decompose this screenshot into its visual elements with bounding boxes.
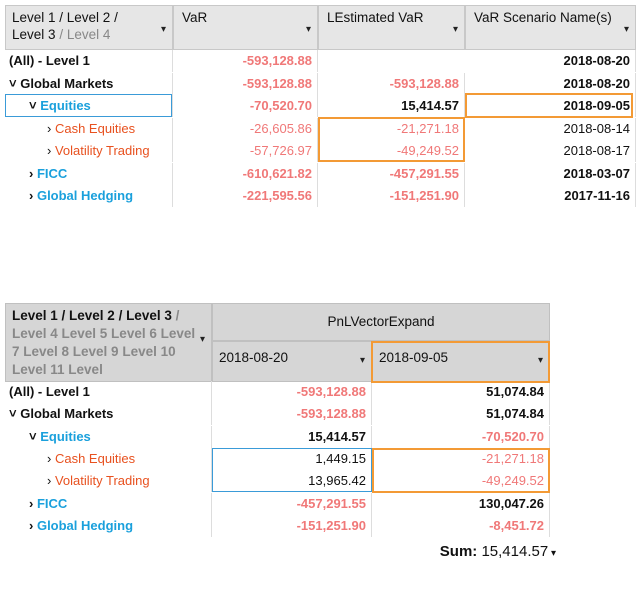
- dropdown-arrow[interactable]: ▾: [538, 355, 544, 366]
- selected-range: [212, 448, 372, 492]
- row-header[interactable]: Level 1 / Level 2 / Level 3 / Level 4: [5, 5, 173, 50]
- value-cell: -221,595.56: [173, 185, 318, 207]
- row-label-text: Equities: [40, 98, 91, 113]
- value-cell: -593,128.88: [212, 403, 372, 426]
- header-text: Level 1 / Level 2 / Level 3: [12, 308, 172, 323]
- row-label-text: Global Hedging: [36, 188, 134, 203]
- row-label-text: (All) - Level 1: [9, 384, 90, 399]
- value-cell: 2018-03-07: [465, 162, 636, 185]
- column-header[interactable]: VaR: [173, 5, 318, 50]
- row-label-text: Global Hedging: [36, 517, 134, 533]
- row-label-text: Cash Equities: [54, 120, 136, 136]
- highlight: [372, 448, 550, 493]
- expand-arrow: ˅: [29, 428, 41, 444]
- value-cell: -57,726.97: [173, 140, 318, 162]
- value-cell: 2018-08-20: [465, 50, 636, 72]
- value-cell: 15,414.57: [212, 425, 372, 448]
- highlight: [318, 117, 465, 162]
- value-cell: 2018-08-20: [465, 72, 636, 95]
- sum-footer[interactable]: Sum: 15,414.57 ▾: [380, 541, 556, 563]
- value-cell: -457,291.55: [318, 162, 465, 185]
- dropdown-arrow: ▾: [548, 548, 556, 559]
- expand-arrow: ›: [29, 517, 37, 533]
- header-text: Level 3: [12, 27, 56, 42]
- row-label[interactable]: › Global Hedging: [5, 514, 212, 537]
- value-cell: -593,128.88: [318, 72, 465, 95]
- row-label[interactable]: (All) - Level 1: [5, 381, 212, 403]
- sum-label: Sum:: [439, 543, 478, 560]
- row-header[interactable]: Level 1 / Level 2 / Level 3 / Level 4 Le…: [5, 303, 212, 382]
- expand-arrow: ˅: [9, 75, 21, 91]
- row-label[interactable]: › Cash Equities: [5, 117, 173, 140]
- row-label-text: Global Markets: [20, 75, 114, 91]
- value-cell: -610,621.82: [173, 162, 318, 185]
- expand-arrow: ›: [47, 143, 55, 158]
- row-label[interactable]: ˅ Equities: [5, 425, 212, 448]
- value-cell: -457,291.55: [212, 492, 372, 515]
- row-label[interactable]: ˅ Equities: [5, 95, 173, 117]
- value-cell: 51,074.84: [372, 381, 550, 403]
- row-label[interactable]: › Volatility Trading: [5, 470, 212, 493]
- expand-arrow: ›: [47, 120, 55, 136]
- header-text: / Level 4: [59, 27, 111, 42]
- row-label-text: (All) - Level 1: [9, 53, 90, 68]
- value-cell: -70,520.70: [173, 95, 318, 117]
- row-label-text: Global Markets: [20, 406, 114, 422]
- row-label-text: Equities: [40, 428, 91, 444]
- expand-arrow: ›: [29, 495, 37, 511]
- row-label-text: Volatility Trading: [54, 473, 150, 489]
- row-label[interactable]: ˅ Global Markets: [5, 403, 212, 426]
- value-cell: 130,047.26: [372, 492, 550, 515]
- dropdown-arrow[interactable]: ▾: [624, 24, 630, 35]
- highlight: [465, 93, 633, 118]
- row-label[interactable]: › FICC: [5, 162, 173, 185]
- row-label[interactable]: (All) - Level 1: [5, 50, 173, 72]
- value-cell: -593,128.88: [173, 72, 318, 95]
- value-cell: -593,128.88: [212, 381, 372, 403]
- value-cell: 2017-11-16: [465, 185, 636, 207]
- selected-cell: [5, 94, 172, 117]
- value-cell: -8,451.72: [372, 514, 550, 537]
- group-header: PnLVectorExpand: [212, 303, 550, 341]
- value-cell: 2018-08-17: [465, 140, 636, 162]
- value-cell: 15,414.57: [318, 95, 465, 117]
- row-label-text: FICC: [36, 165, 68, 181]
- value-cell: 2018-08-14: [465, 117, 636, 140]
- value-cell: -151,251.90: [212, 514, 372, 537]
- expand-arrow: ˅: [9, 406, 21, 422]
- row-label[interactable]: › Volatility Trading: [5, 140, 173, 162]
- row-label[interactable]: › Global Hedging: [5, 185, 173, 207]
- expand-arrow: ˅: [29, 98, 41, 113]
- dropdown-arrow[interactable]: ▾: [200, 334, 206, 345]
- column-header[interactable]: 2018-08-20: [212, 341, 372, 382]
- dropdown-arrow[interactable]: ▾: [453, 24, 459, 35]
- header-text: / Level 4 Level 5 Level 6 Level 7 Level …: [12, 308, 196, 377]
- row-label-text: Cash Equities: [54, 450, 136, 466]
- value-cell: -593,128.88: [173, 50, 318, 72]
- row-label-text: FICC: [36, 495, 68, 511]
- dropdown-arrow[interactable]: ▾: [306, 24, 312, 35]
- expand-arrow: ›: [47, 450, 55, 466]
- value-cell: -70,520.70: [372, 425, 550, 448]
- header-text: Level 1 / Level 2 /: [12, 10, 118, 25]
- expand-arrow: ›: [29, 165, 37, 181]
- expand-arrow: ›: [47, 473, 55, 489]
- column-header[interactable]: VaR Scenario Name(s): [465, 5, 636, 50]
- dropdown-arrow[interactable]: ▾: [161, 24, 167, 35]
- row-label[interactable]: › FICC: [5, 492, 212, 515]
- row-label-text: Volatility Trading: [54, 143, 150, 158]
- highlight: [371, 341, 550, 383]
- expand-arrow: ›: [29, 188, 37, 203]
- sum-value: 15,414.57: [481, 543, 549, 560]
- value-cell: -26,605.86: [173, 117, 318, 140]
- row-label[interactable]: › Cash Equities: [5, 447, 212, 470]
- row-label[interactable]: ˅ Global Markets: [5, 72, 173, 95]
- value-cell: -151,251.90: [318, 185, 465, 207]
- value-cell: 51,074.84: [372, 403, 550, 426]
- dropdown-arrow[interactable]: ▾: [360, 355, 366, 366]
- column-header[interactable]: LEstimated VaR: [318, 5, 465, 50]
